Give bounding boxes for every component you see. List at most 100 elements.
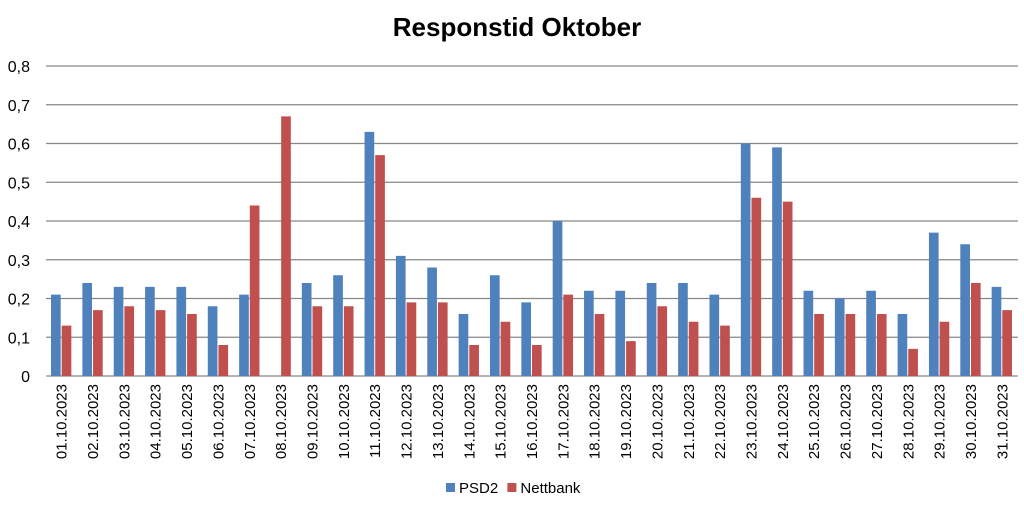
bars [51,116,1012,376]
legend-label: Nettbank [520,480,581,497]
bar-nettbank [218,345,229,376]
bar-nettbank [61,325,72,376]
x-tick-label: 01.10.2023 [54,384,71,459]
x-tick-label: 07.10.2023 [242,384,259,459]
bar-psd2 [51,294,61,376]
bar-psd2 [552,221,563,376]
bar-nettbank [845,314,856,376]
bar-psd2 [960,244,970,376]
bar-nettbank [187,314,197,376]
y-tick-label: 0 [21,369,30,386]
x-tick-label: 30.10.2023 [963,384,980,459]
bar-psd2 [395,255,406,376]
bar-psd2 [772,147,782,376]
x-tick-label: 21.10.2023 [681,384,698,459]
bar-nettbank [814,314,824,376]
bar-psd2 [82,283,93,376]
legend-swatch [446,483,455,492]
bar-psd2 [176,286,187,376]
bar-psd2 [866,290,876,376]
bar-nettbank [124,306,135,376]
bar-nettbank [343,306,354,376]
bar-nettbank [281,116,291,376]
bar-nettbank [500,321,511,376]
x-tick-label: 16.10.2023 [524,384,541,459]
bar-nettbank [939,321,950,376]
bar-psd2 [239,294,249,376]
x-tick-label: 20.10.2023 [649,384,666,459]
x-tick-label: 10.10.2023 [336,384,353,459]
legend-swatch [507,483,517,492]
bar-nettbank [626,341,636,376]
y-tick-label: 0,3 [8,253,30,270]
bar-nettbank [782,201,793,376]
bar-psd2 [333,275,343,376]
bar-nettbank [720,325,730,376]
y-tick-label: 0,5 [8,175,30,192]
x-tick-label: 24.10.2023 [775,384,792,459]
bar-psd2 [458,314,469,376]
x-tick-label: 08.10.2023 [273,384,290,459]
bar-psd2 [897,314,908,376]
bar-psd2 [928,232,939,376]
y-tick-label: 0,8 [8,59,30,76]
y-axis-ticks: 0 0,1 0,2 0,3 0,4 0,5 0,6 0,7 0,8 [8,59,30,386]
bar-nettbank [312,306,323,376]
x-tick-label: 14.10.2023 [461,384,478,459]
bar-psd2 [364,131,375,376]
x-tick-label: 17.10.2023 [555,384,572,459]
bar-psd2 [521,302,531,376]
bar-nettbank [249,205,260,376]
bar-nettbank [469,345,479,376]
y-tick-label: 0,2 [8,292,30,309]
x-tick-label: 28.10.2023 [900,384,917,459]
bar-nettbank [657,306,668,376]
x-tick-label: 25.10.2023 [806,384,823,459]
bar-nettbank [93,310,103,376]
x-tick-label: 04.10.2023 [148,384,165,459]
bar-psd2 [113,286,124,376]
legend: PSD2 Nettbank [446,480,581,497]
bar-nettbank [751,197,762,376]
x-tick-label: 03.10.2023 [116,384,133,459]
bar-nettbank [437,302,448,376]
bar-psd2 [145,286,155,376]
x-tick-label: 18.10.2023 [587,384,604,459]
x-tick-label: 12.10.2023 [399,384,416,459]
bar-psd2 [615,290,626,376]
bar-nettbank [375,155,385,376]
bar-psd2 [301,283,312,376]
x-tick-label: 13.10.2023 [430,384,447,459]
bar-nettbank [594,314,605,376]
bar-psd2 [709,294,720,376]
bar-psd2 [803,290,814,376]
x-tick-label: 09.10.2023 [305,384,322,459]
bar-nettbank [563,294,574,376]
x-tick-label: 27.10.2023 [869,384,886,459]
bar-psd2 [427,267,437,376]
x-tick-label: 05.10.2023 [179,384,196,459]
bar-psd2 [489,275,500,376]
x-tick-label: 23.10.2023 [743,384,760,459]
bar-nettbank [970,283,981,376]
bar-psd2 [678,283,688,376]
x-tick-label: 22.10.2023 [712,384,729,459]
x-tick-label: 15.10.2023 [493,384,510,459]
y-tick-label: 0,6 [8,137,30,154]
x-axis-ticks: 01.10.2023 02.10.2023 03.10.2023 04.10.2023… [54,384,1012,459]
legend-label: PSD2 [459,480,498,497]
y-tick-label: 0,1 [8,330,30,347]
y-tick-label: 0,7 [8,98,30,115]
x-tick-label: 26.10.2023 [838,384,855,459]
x-tick-label: 06.10.2023 [210,384,227,459]
bar-psd2 [584,290,594,376]
x-tick-label: 11.10.2023 [367,384,384,458]
bar-psd2 [207,306,218,376]
bar-nettbank [1002,310,1012,376]
x-tick-label: 02.10.2023 [85,384,102,459]
bar-nettbank [876,314,887,376]
y-tick-label: 0,4 [8,214,30,231]
bar-psd2 [740,143,751,376]
x-tick-label: 19.10.2023 [618,384,635,459]
